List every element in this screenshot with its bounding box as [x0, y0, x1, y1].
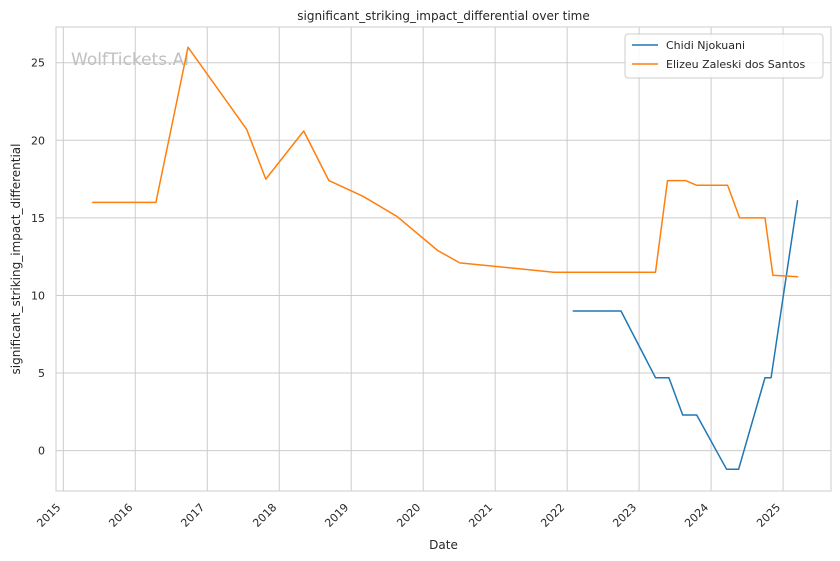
legend-label: Elizeu Zaleski dos Santos [666, 58, 806, 71]
series-line-0 [572, 200, 799, 471]
x-tick-label: 2023 [610, 501, 639, 530]
x-tick-label: 2019 [322, 501, 351, 530]
y-tick-label: 5 [38, 367, 45, 380]
x-tick-label: 2020 [394, 501, 423, 530]
x-tick-labels: 2015 2016 2017 2018 2019 2020 2021 2022 2023 2024… [34, 501, 783, 530]
y-tick-label: 10 [31, 289, 45, 302]
series-lines [91, 46, 799, 471]
y-tick-label: 0 [38, 445, 45, 458]
x-axis-label: Date [429, 538, 458, 552]
x-tick-label: 2022 [538, 501, 567, 530]
x-tick-label: 2015 [34, 501, 63, 530]
y-tick-labels: 0 5 10 15 20 25 [31, 57, 45, 458]
y-tick-label: 25 [31, 57, 45, 70]
x-tick-label: 2021 [466, 501, 495, 530]
legend: Chidi Njokuani Elizeu Zaleski dos Santos [624, 33, 824, 79]
legend-box [624, 33, 824, 79]
x-tick-label: 2018 [250, 501, 279, 530]
x-tick-label: 2025 [754, 501, 783, 530]
grid [56, 27, 831, 491]
x-tick-label: 2024 [682, 501, 711, 530]
plot-frame [55, 26, 832, 492]
x-tick-label: 2016 [106, 501, 135, 530]
y-tick-label: 15 [31, 212, 45, 225]
x-tick-label: 2017 [178, 501, 207, 530]
y-axis-label: significant_striking_impact_differential [9, 144, 23, 375]
legend-label: Chidi Njokuani [666, 39, 745, 52]
chart-title: significant_striking_impact_differential… [297, 9, 589, 23]
watermark: WolfTickets.AI [71, 50, 189, 70]
series-line-1 [91, 46, 799, 278]
y-tick-label: 20 [31, 134, 45, 147]
